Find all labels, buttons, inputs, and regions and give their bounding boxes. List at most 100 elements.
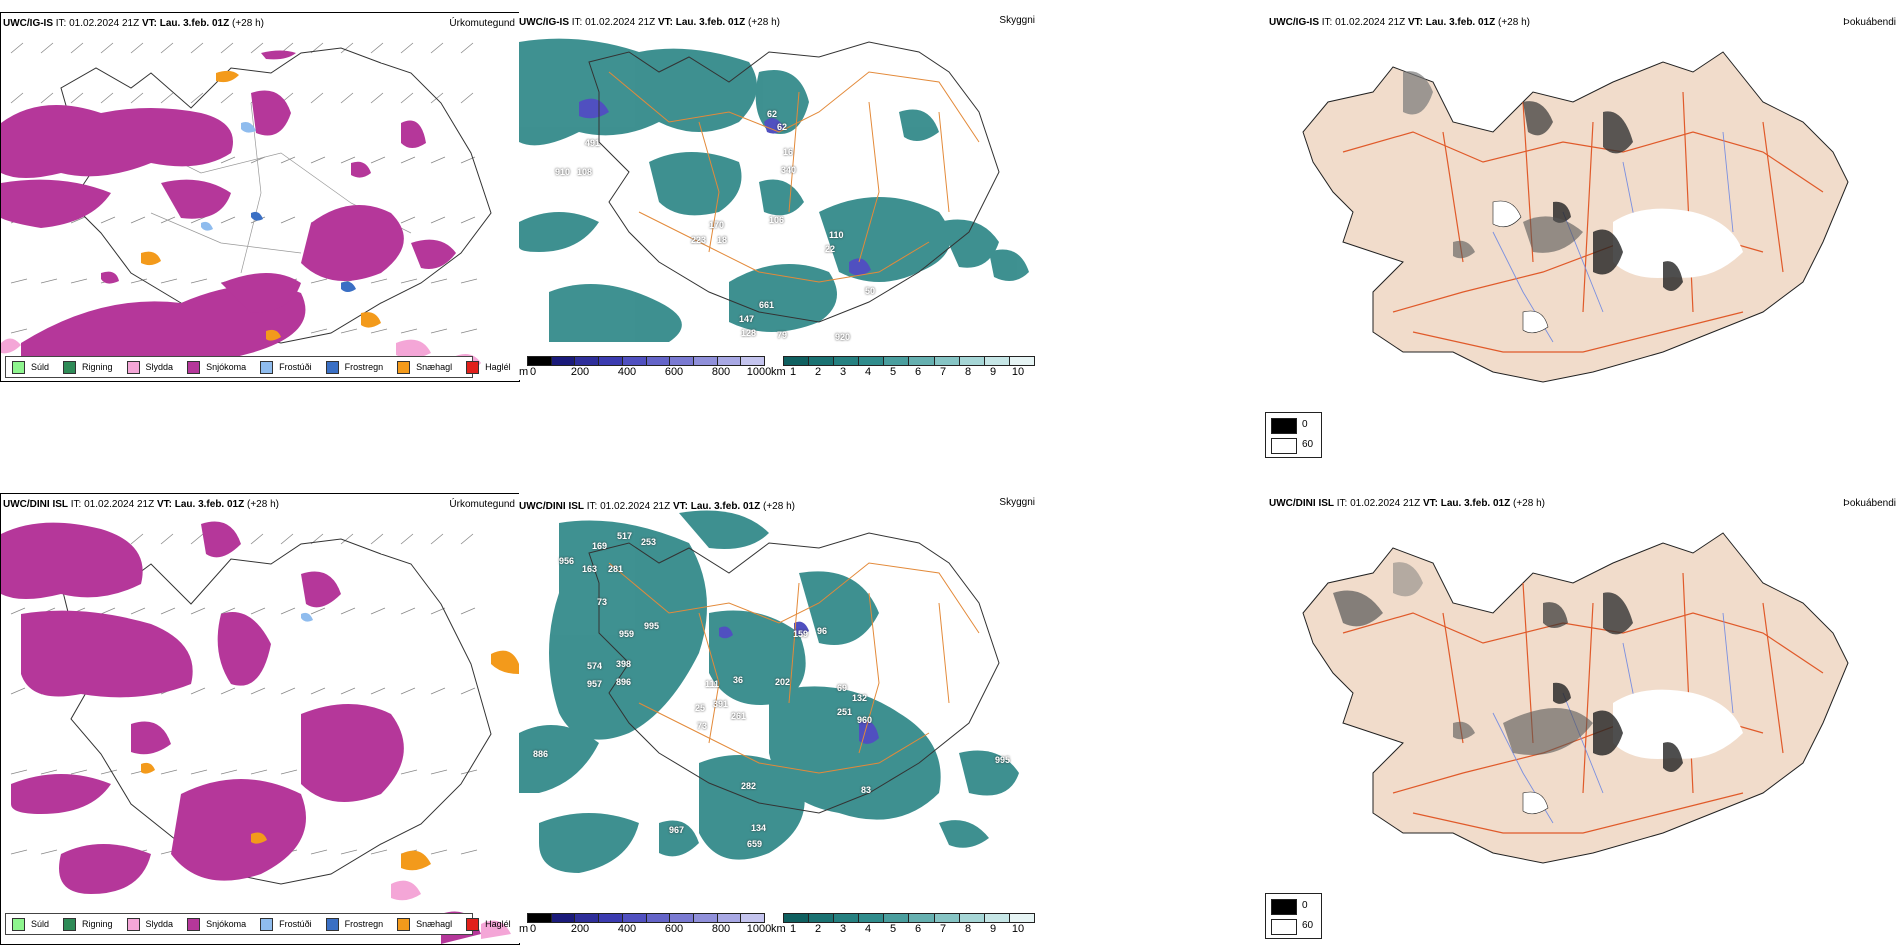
visibility-value: 491 (585, 138, 601, 148)
rivers (1492, 612, 1734, 824)
vt-label: VT: (1407, 17, 1423, 28)
legend-item: Rigning (63, 360, 113, 374)
iceland-outline (588, 41, 1000, 323)
fog-map-bottom (1302, 532, 1849, 864)
visibility-value: 96 (817, 626, 828, 636)
model-name: UWC/DINI ISL (3, 499, 68, 510)
visibility-map-bottom (519, 510, 1019, 873)
legend-item: Súld (12, 917, 49, 931)
colorbar-tick: 400 (617, 366, 637, 378)
visibility-value: 995 (644, 621, 660, 631)
visibility-value: 261 (731, 711, 747, 721)
legend-item: Frostregn (325, 360, 383, 374)
colorbar-tick: 0 (529, 923, 537, 935)
iceland-land (1302, 532, 1849, 864)
legend-label: Rigning (82, 362, 113, 372)
lead-time: (+28 h) (1513, 498, 1545, 509)
lead-time: (+28 h) (247, 499, 279, 510)
legend-swatch (126, 917, 140, 931)
colorbar-tick: 10 (1011, 923, 1025, 935)
legend-item: Súld (12, 360, 49, 374)
visibility-value: 910 (555, 167, 571, 177)
visibility-value: 50 (865, 286, 876, 296)
visibility-value: 223 (691, 235, 707, 245)
visibility-panel-top: 62 62 16 340 106 170 223 18 110 22 50 66… (519, 12, 1037, 380)
legend-label: Snjókoma (206, 919, 247, 929)
valid-time: Lau. 3.feb. 01Z (1440, 498, 1511, 509)
visibility-value: 340 (781, 165, 797, 175)
legend-label: Rigning (82, 919, 113, 929)
visibility-value: 251 (837, 707, 853, 717)
fog-legend-top: 0 60 (1265, 412, 1322, 458)
visibility-value: 62 (777, 122, 788, 132)
colorbar-tick: 800 (711, 366, 731, 378)
visibility-value: 957 (587, 679, 603, 689)
legend-item: Frostregn (325, 917, 383, 931)
lead-time: (+28 h) (232, 18, 264, 29)
visibility-value: 960 (857, 715, 873, 725)
visibility-value: 517 (617, 531, 633, 541)
vt-label: VT: (1422, 498, 1438, 509)
visibility-value: 25 (695, 703, 706, 713)
visibility-value: 253 (641, 537, 657, 547)
visibility-value: 995 (995, 755, 1011, 765)
colorbar-tick: 2 (814, 366, 822, 378)
colorbar-track (783, 356, 1035, 366)
legend-swatch (397, 360, 411, 374)
legend-swatch (397, 917, 411, 931)
legend-label: Frostúði (279, 362, 312, 372)
colorbar-tick: 4 (864, 366, 872, 378)
iceland-land (1302, 51, 1849, 383)
visibility-value: 16 (783, 147, 794, 157)
fog-areas (1333, 562, 1743, 815)
legend-swatch (325, 360, 339, 374)
visibility-value: 661 (759, 300, 775, 310)
visibility-value: 79 (777, 330, 788, 340)
iceland-outline (60, 538, 492, 885)
visibility-value: 282 (741, 781, 757, 791)
legend-swatch (187, 360, 201, 374)
legend-label: Slydda (145, 362, 174, 372)
visibility-value: 574 (587, 661, 603, 671)
colorbar-tick: 3 (839, 923, 847, 935)
colorbar-tick: 6 (914, 366, 922, 378)
precip-field-label-top: Úrkomutegund (449, 18, 515, 29)
precip-panel-top: UWC/IG-IS IT: 01.02.2024 21Z VT: Lau. 3.… (0, 12, 520, 382)
precip-type-legend-top: Súld Rigning Slydda Snjókoma Frostúði Fr… (5, 356, 511, 378)
fog-field-label-top: Þokuábendi (1843, 17, 1896, 28)
legend-label: Snjókoma (206, 362, 247, 372)
model-name: UWC/IG-IS (3, 18, 53, 29)
visibility-value: 134 (751, 823, 767, 833)
colorbar-tick: 5 (889, 366, 897, 378)
legend-label: 60 (1302, 439, 1314, 450)
fog-title-top: UWC/IG-IS IT: 01.02.2024 21Z VT: Lau. 3.… (1269, 17, 1530, 28)
colorbar-tick: 0 (529, 366, 537, 378)
visibility-value: 73 (597, 597, 608, 607)
legend-label: Haglél (485, 919, 511, 929)
legend-swatch (63, 917, 77, 931)
precip-type-legend-bottom: Súld Rigning Slydda Snjókoma Frostúði Fr… (5, 913, 511, 935)
visibility-value: 170 (709, 220, 725, 230)
lead-time: (+28 h) (748, 17, 780, 28)
init-time: IT: 01.02.2024 21Z (1321, 17, 1406, 28)
colorbar-tick: 7 (939, 923, 947, 935)
precip-panel-bottom: UWC/DINI ISL IT: 01.02.2024 21Z VT: Lau.… (0, 493, 520, 945)
legend-label: Snæhagl (416, 362, 453, 372)
visibility-value: 36 (733, 675, 744, 685)
legend-label: 0 (1302, 419, 1308, 430)
iceland-outline (60, 47, 492, 344)
legend-item: Snjókoma (187, 360, 247, 374)
vt-label: VT: (141, 18, 157, 29)
road-network (608, 562, 980, 774)
legend-swatch (187, 917, 201, 931)
init-time: IT: 01.02.2024 21Z (70, 499, 155, 510)
visibility-value: 73 (697, 721, 708, 731)
visibility-value: 659 (747, 839, 763, 849)
colorbar-tick: 1 (789, 366, 797, 378)
visibility-value: 18 (717, 235, 728, 245)
legend-item: Snæhagl (397, 917, 452, 931)
visibility-value: 967 (669, 825, 685, 835)
visibility-value: 163 (582, 564, 598, 574)
model-name: UWC/IG-IS (1269, 17, 1319, 28)
fog-panel-top: UWC/IG-IS IT: 01.02.2024 21Z VT: Lau. 3.… (1263, 12, 1900, 402)
